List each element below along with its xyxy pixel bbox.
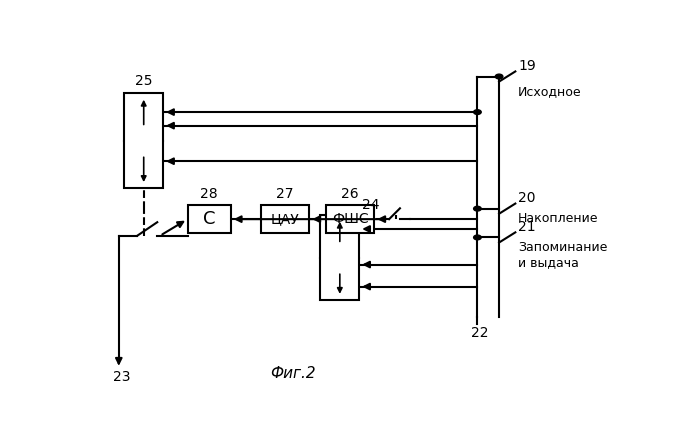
Text: 21: 21	[518, 220, 535, 234]
Text: 26: 26	[341, 187, 359, 201]
Text: Накопление: Накопление	[518, 212, 598, 225]
Circle shape	[474, 235, 481, 240]
Text: Исходное: Исходное	[518, 85, 582, 98]
Circle shape	[496, 74, 503, 79]
Text: 20: 20	[518, 191, 535, 205]
Text: 23: 23	[113, 370, 131, 384]
Bar	[124, 93, 163, 188]
Circle shape	[474, 110, 481, 114]
Text: 25: 25	[135, 74, 152, 88]
Bar	[187, 205, 231, 233]
Text: Фиг.2: Фиг.2	[271, 367, 316, 381]
Text: ФШС: ФШС	[332, 212, 368, 226]
Text: 27: 27	[276, 187, 294, 201]
Circle shape	[474, 206, 481, 211]
Text: 22: 22	[471, 326, 489, 340]
Bar	[320, 216, 359, 300]
Bar	[261, 205, 310, 233]
Text: С: С	[203, 210, 215, 228]
Text: 24: 24	[362, 198, 380, 212]
Text: 19: 19	[518, 59, 536, 73]
Text: Запоминание
и выдача: Запоминание и выдача	[518, 241, 607, 269]
Text: 28: 28	[201, 187, 218, 201]
Bar	[326, 205, 375, 233]
Text: ЦАУ: ЦАУ	[271, 212, 299, 226]
